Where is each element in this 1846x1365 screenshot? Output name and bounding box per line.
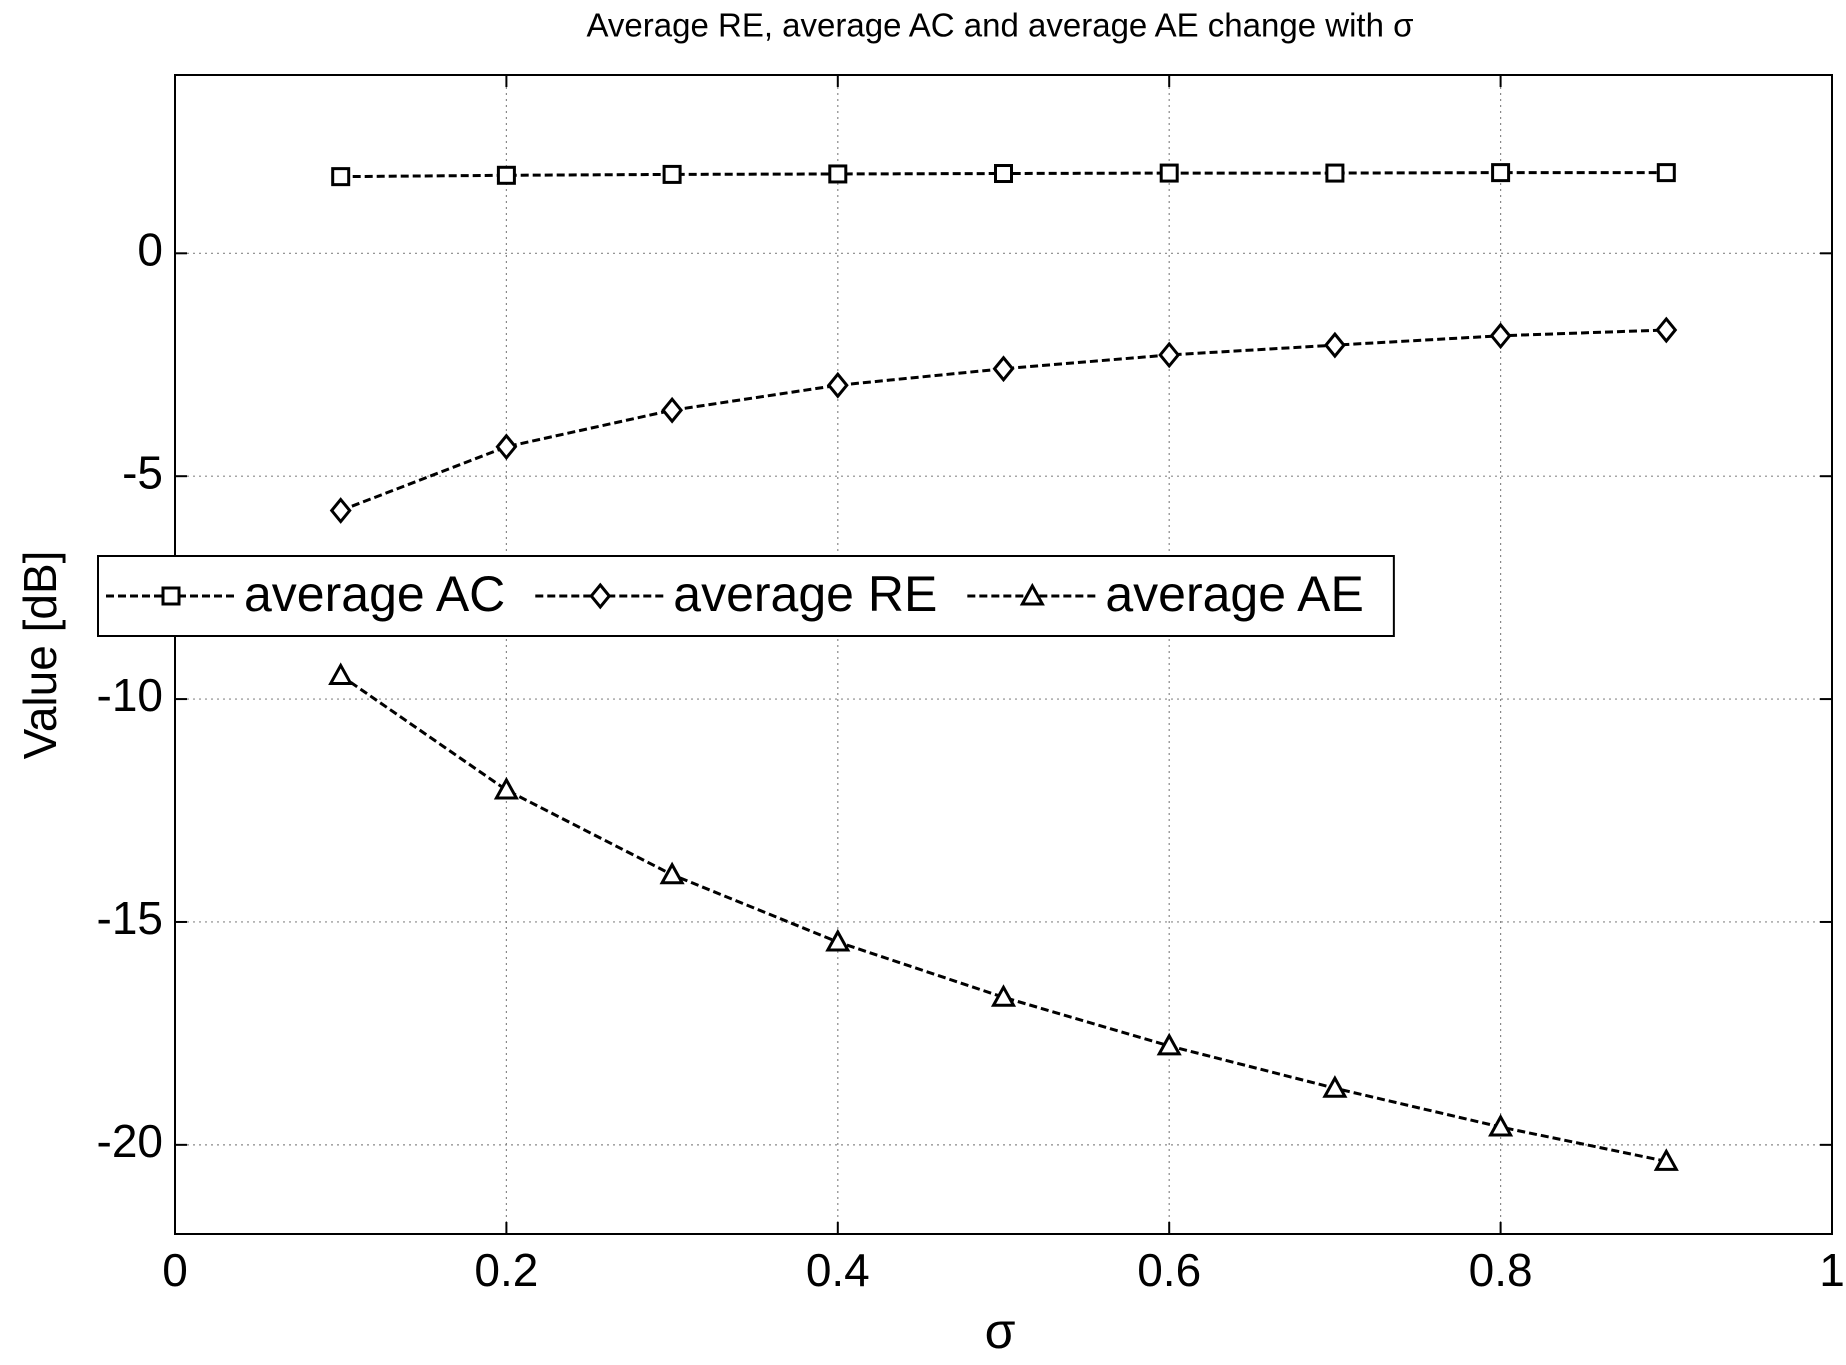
marker [1019, 582, 1045, 606]
marker [1322, 1075, 1348, 1098]
x-tick-label: 1 [1819, 1244, 1845, 1296]
marker [661, 396, 684, 424]
marker [331, 167, 351, 187]
legend-box [97, 555, 1395, 637]
chart-title: Average RE, average AC and average AE ch… [587, 7, 1414, 44]
x-tick-label: 0.6 [1137, 1244, 1201, 1296]
marker [825, 928, 851, 952]
legend: average AC average RE average AE [97, 555, 1395, 637]
marker [1656, 163, 1676, 183]
x-axis-label: σ [985, 1303, 1016, 1359]
marker [994, 164, 1013, 184]
y-tick-label: -15 [97, 892, 163, 944]
x-tick-label: 0.8 [1469, 1244, 1533, 1296]
marker [329, 497, 352, 524]
marker [659, 861, 685, 885]
x-tick-label: 0.2 [474, 1244, 538, 1296]
plot-frame [174, 74, 1833, 1235]
marker [1653, 1148, 1679, 1171]
marker [828, 164, 848, 184]
marker [990, 984, 1017, 1007]
series-line [339, 674, 1667, 1163]
marker [328, 662, 354, 685]
marker [161, 586, 181, 606]
series-line [340, 328, 1667, 512]
marker [992, 355, 1015, 383]
y-tick-label: -5 [122, 446, 163, 498]
legend-label: average AC [244, 566, 505, 622]
marker [1325, 163, 1345, 183]
marker [589, 582, 612, 610]
marker [1491, 163, 1511, 183]
marker [1323, 331, 1346, 359]
y-tick-label: -10 [97, 669, 163, 721]
y-tick-label: 0 [137, 223, 163, 275]
marker [1159, 163, 1179, 183]
marker [1655, 316, 1678, 344]
marker [826, 371, 849, 399]
x-tick-label: 0.4 [806, 1244, 870, 1296]
marker [496, 165, 516, 185]
marker [1489, 322, 1512, 350]
marker [1156, 1032, 1182, 1056]
marker [1158, 341, 1181, 369]
legend-label: average AE [1105, 566, 1364, 622]
marker [493, 776, 519, 800]
marker [662, 164, 682, 184]
y-tick-label: -20 [97, 1115, 163, 1167]
marker [495, 433, 518, 461]
y-axis-label: Value [dB] [14, 551, 66, 760]
legend-label: average RE [673, 566, 937, 622]
x-tick-label: 0 [162, 1244, 188, 1296]
marker [1488, 1113, 1514, 1137]
